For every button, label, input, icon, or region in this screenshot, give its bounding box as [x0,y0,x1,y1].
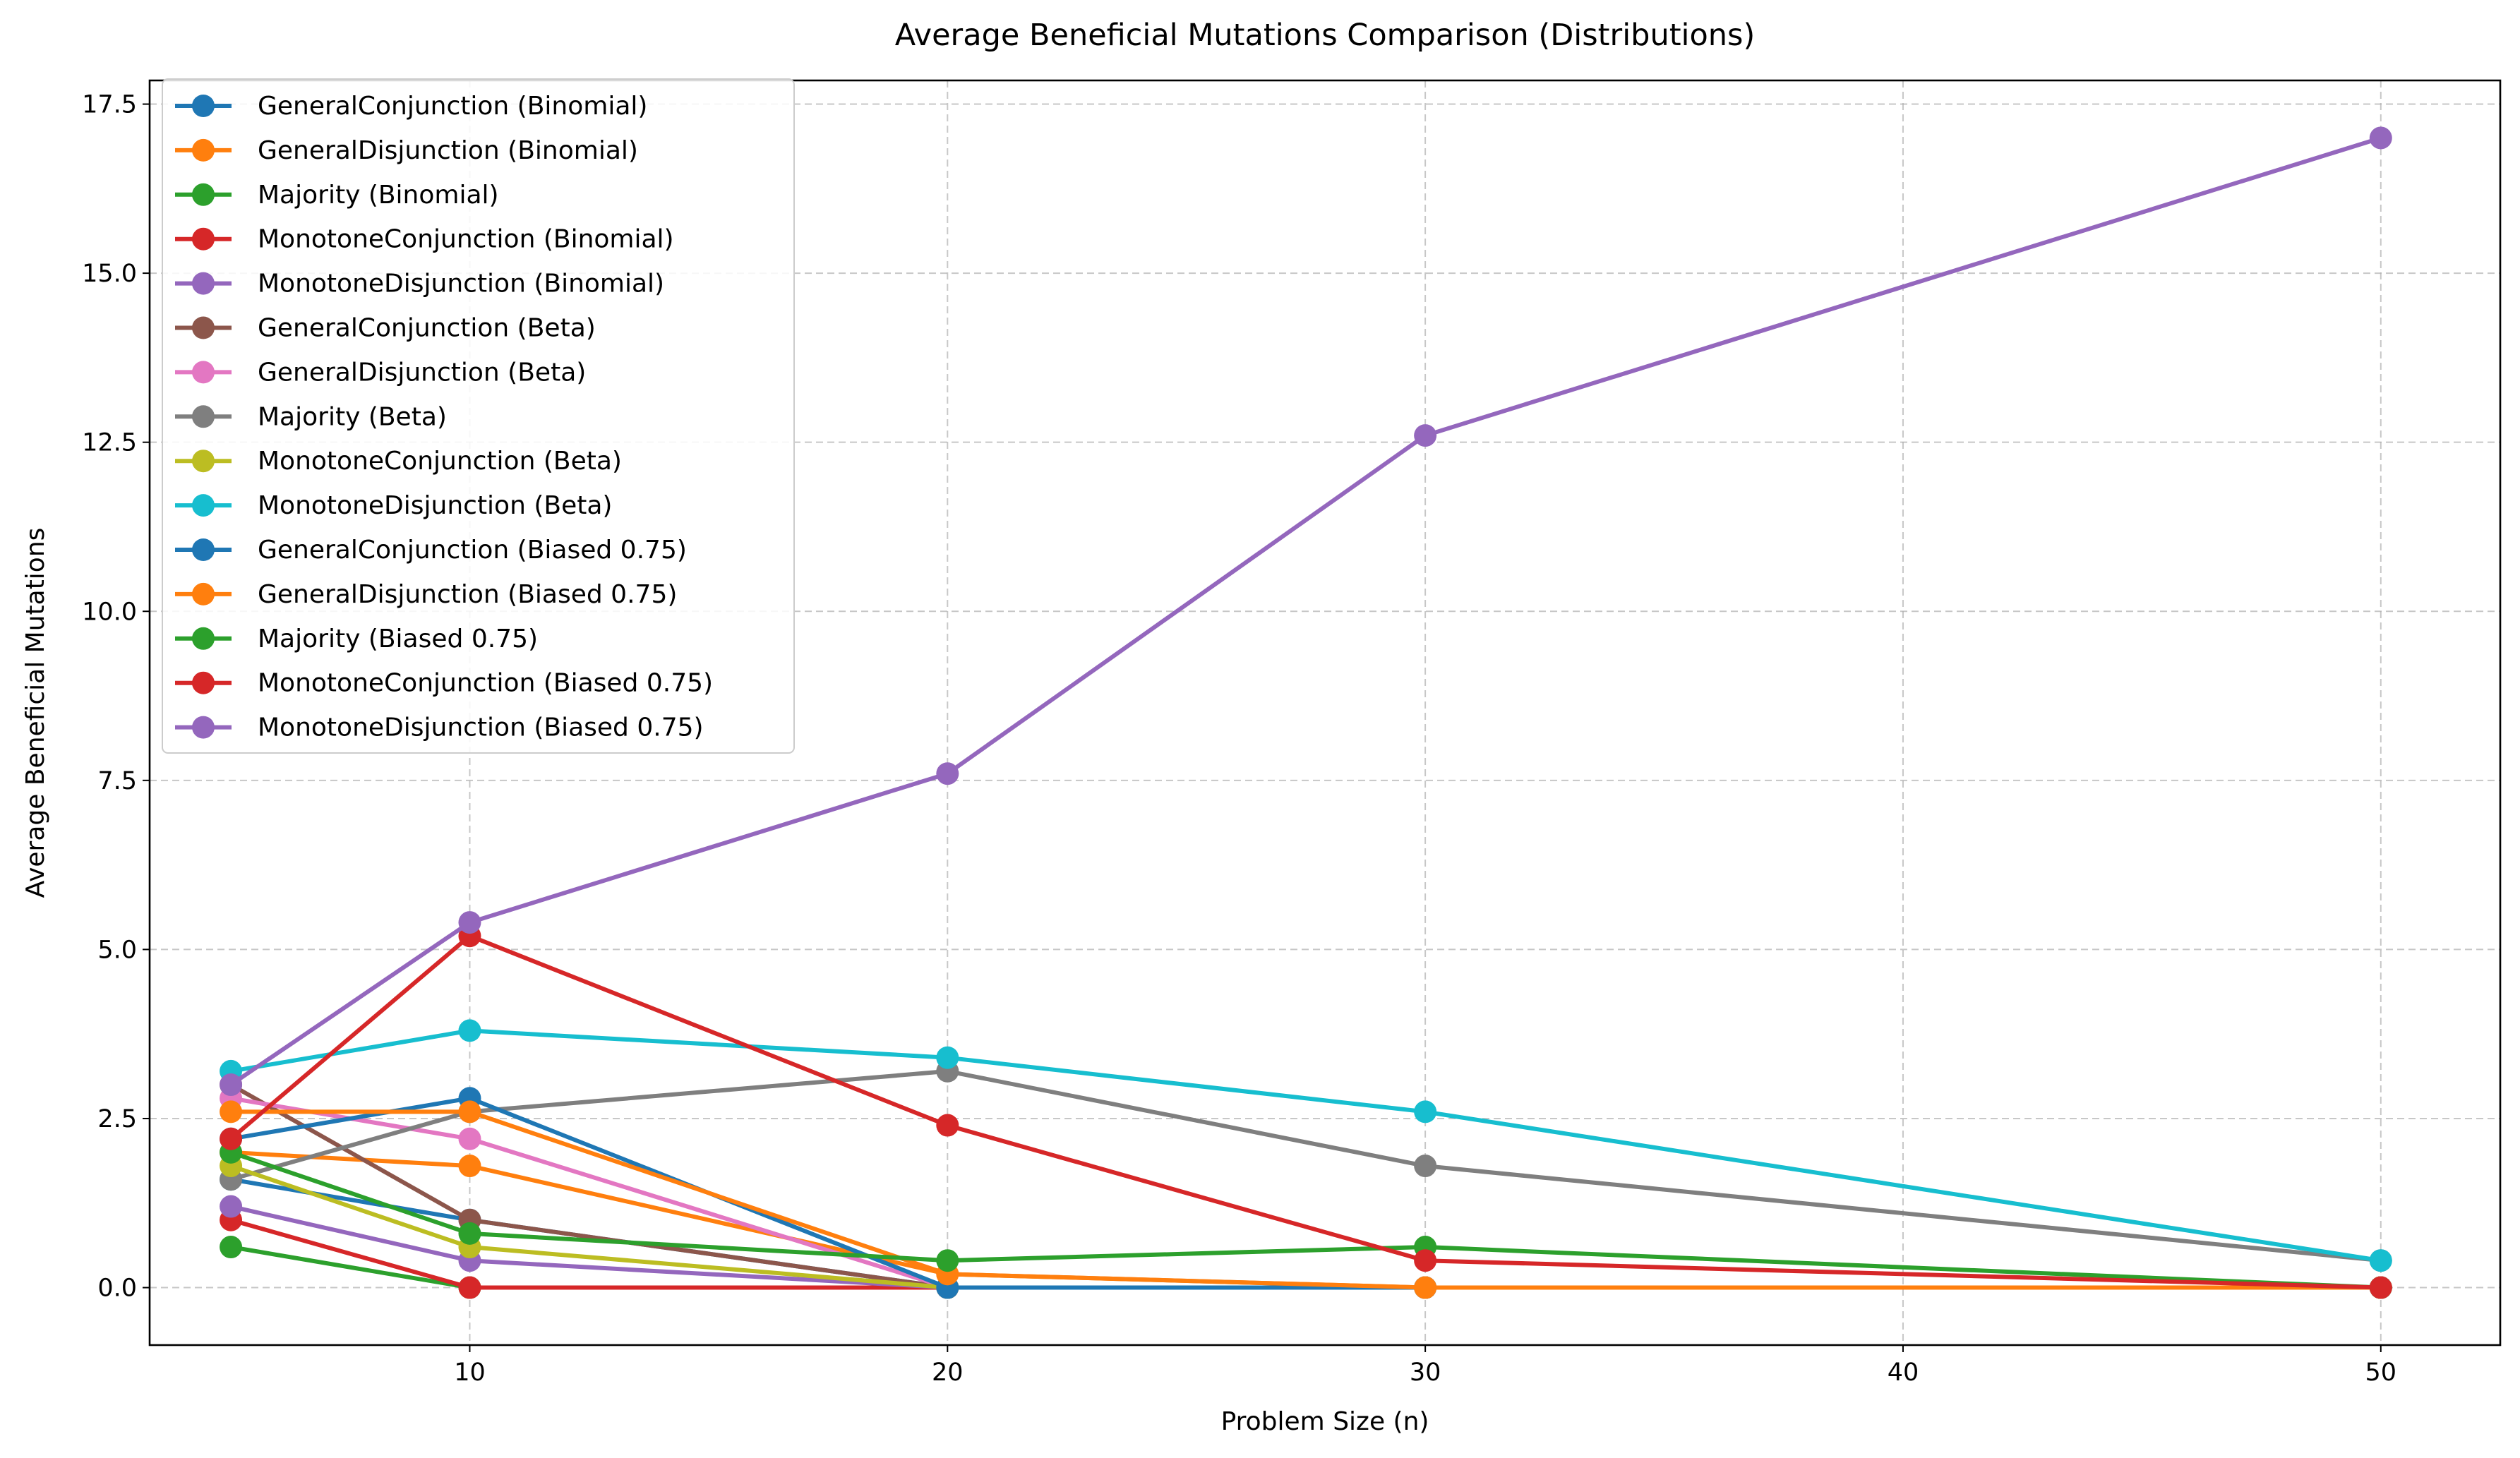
data-point [1414,1155,1437,1178]
x-tick-label: 30 [1410,1358,1441,1387]
legend-marker [192,95,215,117]
legend-box [162,78,795,754]
data-point [2369,1249,2392,1272]
data-point [220,1195,243,1218]
x-tick-label: 10 [454,1358,486,1387]
legend-label: MonotoneDisjunction (Biased 0.75) [258,713,704,742]
y-axis-label: Average Beneficial Mutations [21,528,50,898]
legend-label: MonotoneConjunction (Biased 0.75) [258,669,713,698]
x-tick-label: 40 [1888,1358,1919,1387]
data-point [1414,1249,1437,1272]
series [220,126,2392,1097]
legend-label: MonotoneDisjunction (Beta) [258,491,612,520]
data-point [220,1236,243,1259]
data-point [2369,1276,2392,1299]
y-tick-label: 5.0 [97,936,137,964]
legend-marker [192,538,215,561]
y-tick-label: 12.5 [82,429,137,457]
y-tick-label: 17.5 [82,91,137,119]
data-point [458,1127,481,1150]
data-point [220,1073,243,1097]
data-point [458,1222,481,1245]
data-point [458,1276,481,1299]
legend-label: GeneralDisjunction (Binomial) [258,136,638,165]
data-point [458,1019,481,1042]
legend-marker [192,582,215,606]
legend-marker [192,450,215,473]
data-point [2369,126,2392,150]
data-point [936,1046,959,1069]
legend-label: Majority (Binomial) [258,181,499,210]
data-point [458,1155,481,1178]
chart-title: Average Beneficial Mutations Comparison … [895,18,1756,53]
legend-marker [192,183,215,206]
legend-marker [192,627,215,650]
legend-label: MonotoneConjunction (Beta) [258,447,622,476]
legend-marker [192,138,215,162]
data-point [220,1127,243,1150]
data-point [1414,1276,1437,1299]
legend-marker [192,716,215,739]
data-point [936,762,959,785]
legend-label: GeneralConjunction (Biased 0.75) [258,536,687,565]
legend-marker [192,671,215,694]
data-point [1414,1100,1437,1123]
x-axis-label: Problem Size (n) [1221,1407,1429,1436]
data-point [458,911,481,934]
series-group [220,126,2392,1299]
series [220,924,2392,1299]
data-point [936,1249,959,1272]
data-point [1414,424,1437,447]
x-tick-label: 20 [932,1358,964,1387]
legend: GeneralConjunction (Binomial) GeneralDisj… [162,78,795,754]
legend-marker [192,405,215,428]
legend-label: GeneralDisjunction (Biased 0.75) [258,580,677,609]
legend-marker [192,227,215,251]
y-tick-label: 10.0 [82,598,137,626]
legend-marker [192,494,215,517]
legend-marker [192,272,215,295]
legend-marker [192,316,215,339]
legend-label: MonotoneConjunction (Binomial) [258,225,674,254]
legend-label: MonotoneDisjunction (Binomial) [258,270,664,299]
legend-label: GeneralConjunction (Beta) [258,314,596,343]
data-point [936,1114,959,1137]
y-tick-label: 2.5 [97,1105,137,1133]
y-tick-label: 7.5 [97,767,137,795]
axes: 10 20 30 40 50 0.0 2.5 5.0 7.5 10.0 12.5 15.0 17.5 [82,91,2396,1387]
y-tick-label: 15.0 [82,260,137,288]
series [220,1059,2392,1272]
plot-frame [148,79,2502,1346]
legend-label: Majority (Biased 0.75) [258,625,538,653]
data-point [220,1100,243,1123]
legend-label: Majority (Beta) [258,402,447,431]
data-point [458,1100,481,1123]
legend-label: GeneralDisjunction (Beta) [258,358,586,387]
legend-label: GeneralConjunction (Binomial) [258,92,647,121]
x-tick-label: 50 [2365,1358,2397,1387]
y-tick-label: 0.0 [97,1275,137,1303]
legend-marker [192,361,215,384]
